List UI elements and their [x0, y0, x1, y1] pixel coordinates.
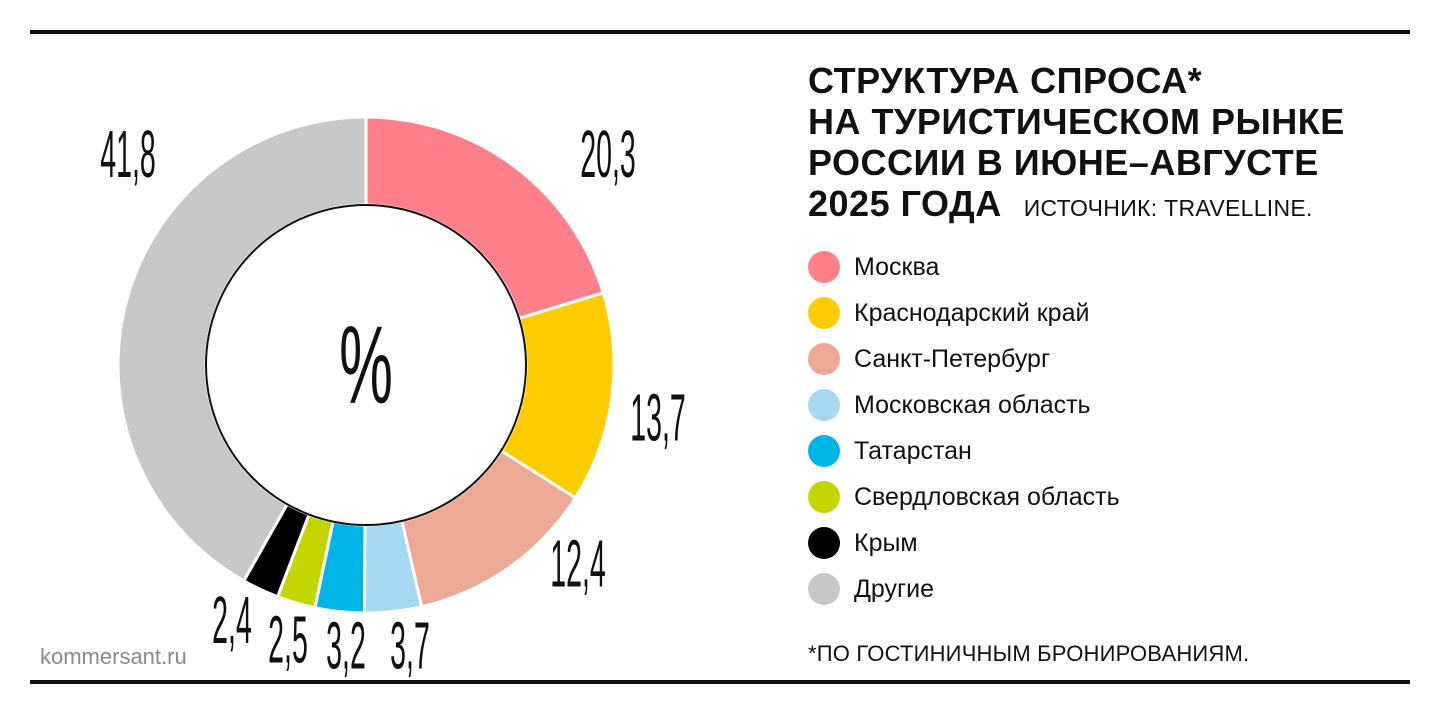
value-label-1: 20,3: [580, 117, 635, 191]
legend-label: Краснодарский край: [854, 298, 1090, 327]
value-labels: 20,3 13,7 12,4 3,7 3,2 2,5 2,4 41,8: [100, 117, 685, 680]
center-circle: [205, 204, 527, 526]
legend: Москва Краснодарский край Санкт-Петербург М…: [808, 244, 1120, 612]
legend-item: Свердловская область: [808, 474, 1120, 520]
legend-label: Санкт-Петербург: [854, 344, 1051, 373]
legend-label: Татарстан: [854, 436, 972, 465]
title-line-1: Структура спроса*: [808, 60, 1203, 101]
legend-item: Татарстан: [808, 428, 1120, 474]
legend-item: Санкт-Петербург: [808, 336, 1120, 382]
value-label-3: 12,4: [550, 527, 605, 601]
legend-label: Крым: [854, 528, 918, 557]
value-label-7: 2,4: [212, 583, 252, 657]
legend-swatch: [808, 389, 840, 421]
title-line-2: на туристическом рынке: [808, 101, 1345, 142]
legend-item: Московская область: [808, 382, 1120, 428]
legend-item: Краснодарский край: [808, 290, 1120, 336]
legend-swatch: [808, 435, 840, 467]
footnote: *По гостиничным бронированиям.: [808, 641, 1250, 666]
value-label-8: 41,8: [100, 117, 155, 191]
title-line-3: России в июне–августе: [808, 142, 1319, 183]
title-line-4-text: 2025 года: [808, 183, 1002, 224]
legend-swatch: [808, 481, 840, 513]
legend-swatch: [808, 573, 840, 605]
value-label-5: 3,2: [326, 609, 366, 680]
value-label-6: 2,5: [268, 603, 308, 677]
value-label-2: 13,7: [630, 381, 685, 455]
legend-swatch: [808, 343, 840, 375]
legend-swatch: [808, 527, 840, 559]
chart-title: Структура спроса* на туристическом рынке…: [808, 60, 1345, 229]
legend-swatch: [808, 251, 840, 283]
legend-item: Крым: [808, 520, 1120, 566]
donut-slices: [116, 115, 616, 615]
center-percent-symbol: %: [339, 304, 393, 427]
bottom-rule: [30, 680, 1410, 684]
title-line-4: 2025 года Источник: TravelLine.: [808, 183, 1345, 229]
top-rule: [30, 30, 1410, 34]
legend-swatch: [808, 297, 840, 329]
legend-label: Москва: [854, 252, 940, 281]
source-note: Источник: TravelLine.: [1023, 195, 1313, 221]
value-label-4: 3,7: [390, 609, 430, 680]
donut-chart: % 20,3 13,7 12,4 3,7 3,2 2,5 2,4 41,8: [100, 115, 686, 680]
legend-label: Московская область: [854, 390, 1091, 419]
legend-label: Другие: [854, 574, 935, 603]
legend-item: Другие: [808, 566, 1120, 612]
legend-label: Свердловская область: [854, 482, 1120, 511]
brand-link[interactable]: kommersant.ru: [40, 644, 187, 669]
legend-item: Москва: [808, 244, 1120, 290]
